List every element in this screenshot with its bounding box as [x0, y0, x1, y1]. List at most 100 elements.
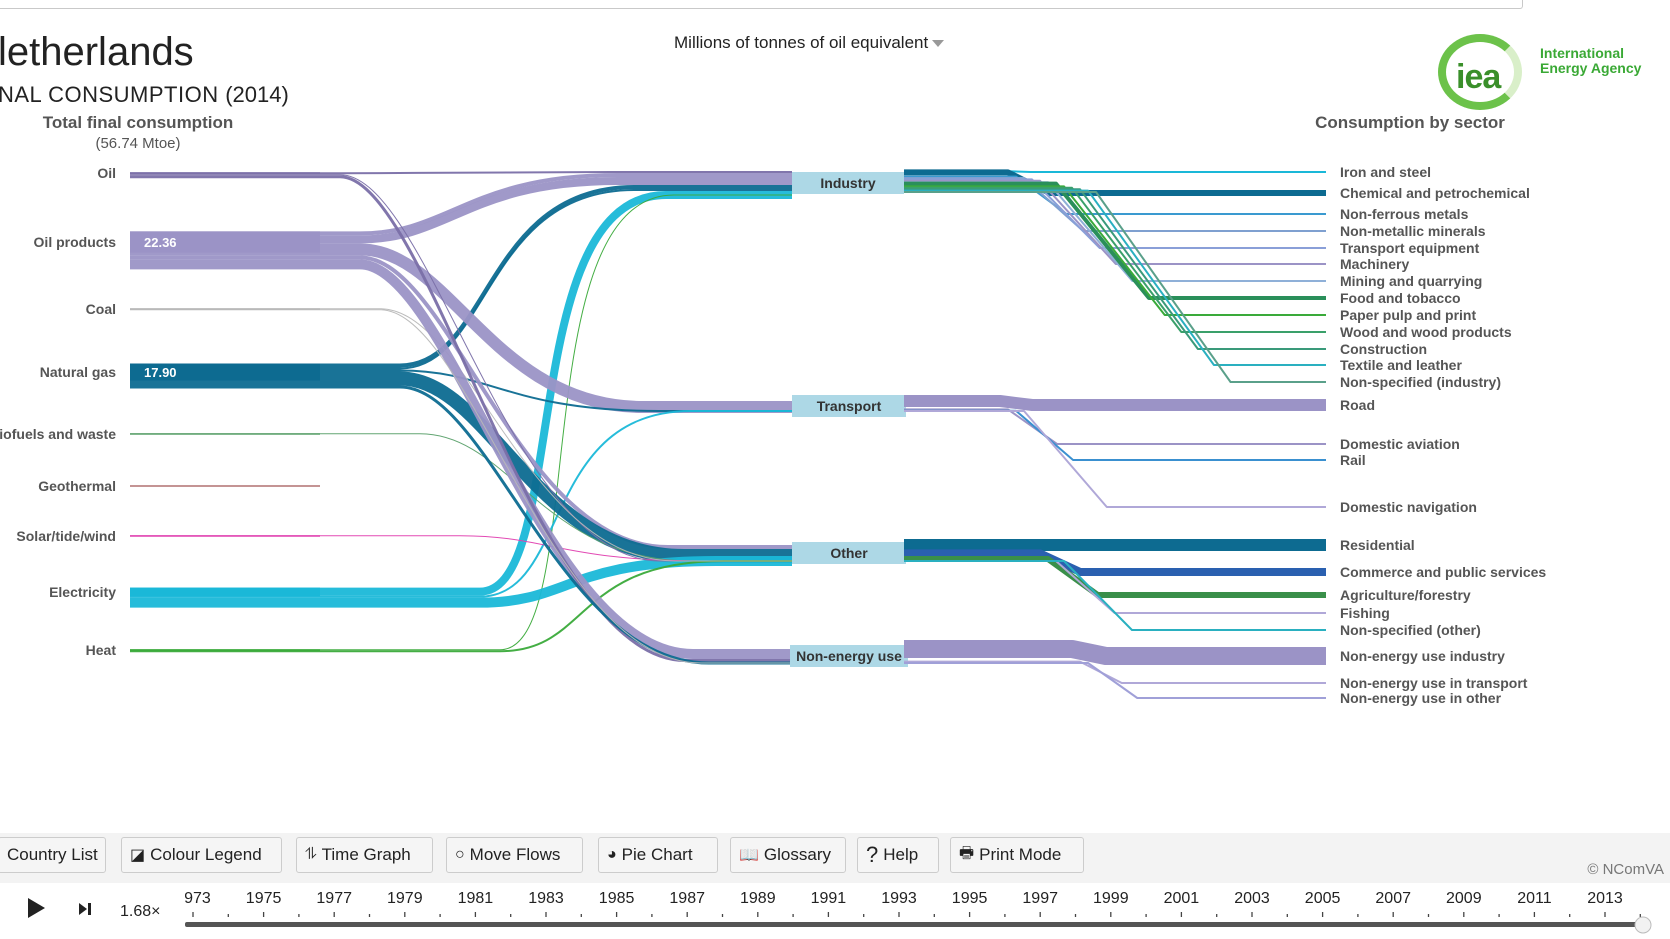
- glossary-button[interactable]: 📖 Glossary: [730, 837, 846, 873]
- flow-natural-gas-to-transport[interactable]: [130, 369, 792, 412]
- flow-oil-to-other[interactable]: [130, 174, 792, 562]
- timeline-year-label[interactable]: 1999: [1093, 890, 1129, 907]
- logo-line-2: Energy Agency: [1540, 60, 1642, 76]
- timeline-year-label[interactable]: 1981: [458, 890, 494, 907]
- subsector-flow[interactable]: [904, 175, 1326, 215]
- flow-coal-to-non-energy-use[interactable]: [130, 309, 792, 664]
- flow-natural-gas-to-other[interactable]: [130, 371, 792, 563]
- source-bar[interactable]: [130, 363, 320, 381]
- timeline-year-label[interactable]: 1985: [599, 890, 635, 907]
- subsector-flow[interactable]: [904, 410, 1326, 508]
- subsector-flow[interactable]: [904, 179, 1326, 265]
- timeline-year-label[interactable]: 1995: [952, 890, 988, 907]
- subsector-flow[interactable]: [904, 178, 1326, 249]
- subsector-label: Rail: [1340, 452, 1366, 468]
- flow-oil-products-to-transport[interactable]: [130, 243, 792, 413]
- print-mode-button[interactable]: 🖶 Print Mode: [950, 837, 1084, 873]
- subsector-label: Machinery: [1340, 256, 1409, 272]
- subsector-flow[interactable]: [904, 409, 1326, 461]
- colour-legend-label: Colour Legend: [150, 845, 262, 864]
- subsector-flow[interactable]: [904, 560, 1326, 631]
- timeline-handle[interactable]: [1634, 916, 1652, 934]
- speed-label[interactable]: 1.68×: [120, 903, 161, 920]
- timeline-track[interactable]: [185, 922, 1647, 927]
- source-bar[interactable]: [130, 649, 320, 651]
- sector-node[interactable]: [792, 542, 906, 564]
- timeline-year-label[interactable]: 2009: [1446, 890, 1482, 907]
- flow-heat-to-other[interactable]: [130, 560, 792, 653]
- subsector-flow[interactable]: [904, 181, 1326, 300]
- move-flows-label: Move Flows: [469, 845, 561, 864]
- flow-oil-products-to-industry[interactable]: [130, 173, 792, 236]
- subsector-flow[interactable]: [904, 186, 1326, 333]
- timeline-year-label[interactable]: 1979: [387, 890, 423, 907]
- timeline-year-label[interactable]: 2003: [1234, 890, 1270, 907]
- subsector-label: Mining and quarrying: [1340, 273, 1482, 289]
- source-bar[interactable]: [130, 535, 320, 537]
- unit-selector[interactable]: Millions of tonnes of oil equivalent: [674, 33, 945, 53]
- timeline-year-label[interactable]: 1987: [669, 890, 705, 907]
- country-list-button[interactable]: Country List: [0, 837, 106, 873]
- timeline-year-label[interactable]: 2001: [1164, 890, 1200, 907]
- subsector-flow[interactable]: [904, 191, 1326, 383]
- timeline-year-label[interactable]: 1989: [740, 890, 776, 907]
- step-forward-icon[interactable]: [79, 903, 91, 915]
- sector-node[interactable]: [790, 645, 908, 667]
- flow-iofuels-and-waste-to-other[interactable]: [130, 433, 792, 562]
- timeline-year-label[interactable]: 2013: [1587, 890, 1623, 907]
- subsector-flow[interactable]: [904, 408, 1326, 445]
- subsector-flow[interactable]: [904, 188, 1326, 350]
- sankey-diagram[interactable]: Oil Oil products 22.36 Coal Natural gas 17.90…: [0, 150, 1670, 760]
- flow-electricity-to-industry[interactable]: [130, 191, 792, 596]
- pie-chart-icon: ◕: [607, 846, 617, 863]
- flow-oil-products-to-industry[interactable]: [130, 177, 792, 244]
- flow-oil-products-to-non-energy-use[interactable]: [130, 259, 792, 659]
- timeline-year-label[interactable]: 1977: [316, 890, 352, 907]
- timeline-year-label[interactable]: 2007: [1375, 890, 1411, 907]
- flow-electricity-to-transport[interactable]: [130, 410, 792, 598]
- subsector-flow[interactable]: [904, 177, 1326, 232]
- time-graph-icon: ⥮: [305, 846, 317, 863]
- subsector-flow[interactable]: [904, 185, 1326, 316]
- play-icon[interactable]: [28, 898, 45, 918]
- source-bar[interactable]: [130, 231, 320, 253]
- timeline-year-label[interactable]: 2005: [1305, 890, 1341, 907]
- timeline-year-label[interactable]: 1973: [185, 890, 211, 907]
- subsector-flow[interactable]: [904, 395, 1326, 411]
- timeline-year-label[interactable]: 1991: [811, 890, 847, 907]
- pie-chart-button[interactable]: ◕ Pie Chart: [598, 837, 718, 873]
- timeline-year-label[interactable]: 1975: [246, 890, 282, 907]
- timeline-slider[interactable]: 1973 1975 1977 1979 1981 1983 1985 1987 1989 1991…: [185, 883, 1655, 939]
- flow-coal-to-other[interactable]: [130, 308, 792, 562]
- source-bar[interactable]: [130, 308, 320, 310]
- subsector-flow[interactable]: [904, 662, 1326, 699]
- source-bar[interactable]: [130, 587, 320, 597]
- source-label: iofuels and waste: [0, 426, 116, 442]
- flow-natural-gas-to-industry[interactable]: [130, 185, 792, 368]
- timeline-year-label[interactable]: 1993: [881, 890, 917, 907]
- flow-natural-gas-to-non-energy-use[interactable]: [130, 385, 792, 665]
- time-graph-button[interactable]: ⥮ Time Graph: [296, 837, 433, 873]
- source-bar[interactable]: [130, 485, 320, 487]
- subsector-label: Agriculture/forestry: [1340, 587, 1471, 603]
- flow-oil-to-non-energy-use[interactable]: [130, 175, 792, 662]
- flow-natural-gas-to-industry[interactable]: [130, 189, 792, 370]
- subsector-flow[interactable]: [904, 189, 1326, 366]
- move-flows-button[interactable]: ○ Move Flows: [446, 837, 583, 873]
- help-button[interactable]: ? Help: [857, 837, 939, 873]
- timeline-year-label[interactable]: 1997: [1022, 890, 1058, 907]
- timeline-year-label[interactable]: 2011: [1517, 890, 1552, 907]
- sector-node[interactable]: [792, 395, 906, 417]
- source-bar[interactable]: [130, 433, 320, 435]
- subsector-flow[interactable]: [904, 549, 1326, 576]
- sector-node[interactable]: [792, 172, 904, 194]
- flow-oil-to-industry[interactable]: [130, 171, 792, 175]
- flow-heat-to-industry[interactable]: [130, 194, 792, 651]
- subsector-flow[interactable]: [904, 556, 1326, 598]
- logo-line-1: International: [1540, 45, 1625, 61]
- search-bar[interactable]: [0, 0, 1523, 9]
- subsector-flow[interactable]: [904, 640, 1326, 665]
- timeline-year-label[interactable]: 1983: [528, 890, 564, 907]
- source-bar[interactable]: [130, 172, 320, 174]
- colour-legend-button[interactable]: ◪ Colour Legend: [121, 837, 282, 873]
